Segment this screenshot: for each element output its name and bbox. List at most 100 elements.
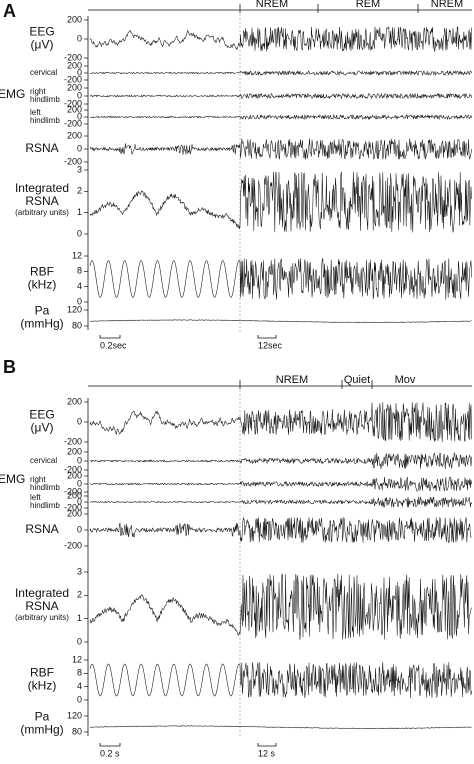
panel-letter: A <box>3 1 16 21</box>
channel-label: RBF <box>30 265 54 279</box>
scale-bar <box>257 743 277 747</box>
tick-label: -200 <box>64 502 82 512</box>
signal-trace <box>89 70 472 77</box>
channel-label: Pa <box>35 710 50 724</box>
tick-label: 80 <box>72 320 82 330</box>
signal-trace <box>90 113 472 121</box>
signal-trace <box>89 92 472 100</box>
state-label: NREM <box>256 0 288 10</box>
signal-trace <box>89 258 472 300</box>
channel-label: EEG <box>29 408 54 422</box>
channel-label: RSNA <box>25 141 58 155</box>
tick-label: 0 <box>77 33 82 43</box>
channel-label: EEG <box>29 25 54 39</box>
tick-label: 200 <box>67 396 82 406</box>
tick-label: 200 <box>67 490 82 500</box>
scale-label: 12sec <box>258 340 283 350</box>
tick-label: 0 <box>77 296 82 306</box>
tick-label: 3 <box>77 164 82 174</box>
emg-label: EMG <box>0 472 25 486</box>
tick-label: 2 <box>77 590 82 600</box>
tick-label: 200 <box>67 60 82 70</box>
tick-label: 0 <box>77 111 82 121</box>
channel-label: Integrated <box>15 181 69 195</box>
tick-label: 200 <box>67 470 82 480</box>
tick-label: 120 <box>67 304 82 314</box>
tick-label: 3 <box>77 566 82 576</box>
tick-label: 200 <box>67 104 82 114</box>
tick-label: 4 <box>77 281 82 291</box>
tick-label: 200 <box>67 130 82 140</box>
scale-label: 12 s <box>258 748 276 758</box>
channel-label: (μV) <box>31 421 54 435</box>
tick-label: 200 <box>67 14 82 24</box>
tick-label: 0 <box>77 478 82 488</box>
tick-label: 12 <box>72 654 82 664</box>
tick-label: 2 <box>77 186 82 196</box>
signal-trace <box>89 138 472 160</box>
tick-label: -200 <box>64 74 82 84</box>
state-label: NREM <box>276 374 308 386</box>
scale-bar <box>99 743 121 747</box>
channel-label: Pa <box>35 304 50 318</box>
channel-label: RSNA <box>25 194 58 208</box>
channel-label: hindlimb <box>30 95 60 104</box>
channel-label: (kHz) <box>28 679 57 693</box>
channel-label: (mmHg) <box>20 317 63 331</box>
scale-bar <box>99 335 121 339</box>
tick-label: 4 <box>77 681 82 691</box>
state-label: Quiet <box>344 374 370 386</box>
tick-label: 1 <box>77 613 82 623</box>
channel-label: left <box>30 493 41 502</box>
channel-label: Integrated <box>15 586 69 600</box>
channel-label: hindlimb <box>30 501 60 510</box>
tick-label: 80 <box>72 726 82 736</box>
tick-label: 200 <box>67 82 82 92</box>
channel-label: (mmHg) <box>20 723 63 737</box>
channel-label: RBF <box>30 666 54 680</box>
channel-label: left <box>30 108 41 117</box>
channel-label: right <box>30 87 46 96</box>
tick-label: 120 <box>67 710 82 720</box>
channel-label: right <box>30 475 46 484</box>
panel-letter: B <box>3 357 16 377</box>
tick-label: -200 <box>64 486 82 496</box>
tick-label: 12 <box>72 250 82 260</box>
tick-label: -200 <box>64 156 82 166</box>
channel-note: (arbitrary units) <box>15 208 69 217</box>
signal-trace <box>89 662 472 699</box>
tick-label: 0 <box>77 228 82 238</box>
channel-label: RSNA <box>25 599 58 613</box>
signal-trace <box>89 573 472 640</box>
tick-label: -200 <box>64 98 82 108</box>
tick-label: 0 <box>77 67 82 77</box>
scale-bar <box>257 335 277 339</box>
signal-trace <box>89 496 472 508</box>
emg-label: EMG <box>0 87 25 101</box>
tick-label: 0 <box>77 496 82 506</box>
tick-label: 0 <box>77 455 82 465</box>
channel-label: cervical <box>30 456 57 465</box>
signal-trace <box>89 452 472 470</box>
scale-label: 0.2 s <box>100 748 120 758</box>
channel-label: (kHz) <box>28 278 57 292</box>
signal-trace <box>89 319 472 324</box>
channel-label: hindlimb <box>30 116 60 125</box>
channel-label: hindlimb <box>30 483 60 492</box>
tick-label: 0 <box>77 636 82 646</box>
tick-label: -200 <box>64 540 82 550</box>
tick-label: -200 <box>64 52 82 62</box>
tick-label: 0 <box>77 416 82 426</box>
tick-label: 0 <box>77 90 82 100</box>
channel-label: cervical <box>30 68 57 77</box>
state-label: Mov <box>395 374 416 386</box>
channel-label: RSNA <box>25 522 58 536</box>
state-label: NREM <box>431 0 463 10</box>
signal-trace <box>89 476 472 492</box>
tick-label: -200 <box>64 118 82 128</box>
signal-trace <box>89 171 472 233</box>
signal-trace <box>89 402 472 443</box>
tick-label: -200 <box>64 464 82 474</box>
channel-note: (arbitrary units) <box>15 613 69 622</box>
